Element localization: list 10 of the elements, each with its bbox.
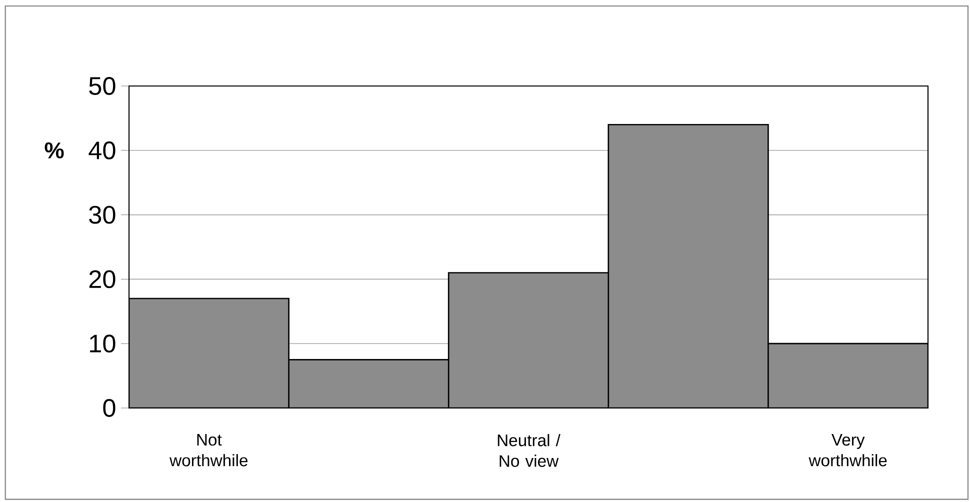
y-tick-label: 30 bbox=[89, 206, 116, 224]
y-tick-label: 10 bbox=[90, 334, 116, 353]
x-tick-label: Very worthwhile bbox=[808, 434, 887, 466]
y-tick-label: 40 bbox=[88, 141, 116, 160]
x-tick-label: Neutral / No view bbox=[498, 434, 560, 467]
x-tick-label: Not worthwhile bbox=[170, 434, 248, 466]
y-tick-label: 0 bbox=[103, 399, 116, 417]
y-tick-label: 50 bbox=[89, 77, 116, 95]
y-axis-title: % bbox=[44, 142, 64, 158]
y-tick-label: 20 bbox=[89, 270, 116, 288]
